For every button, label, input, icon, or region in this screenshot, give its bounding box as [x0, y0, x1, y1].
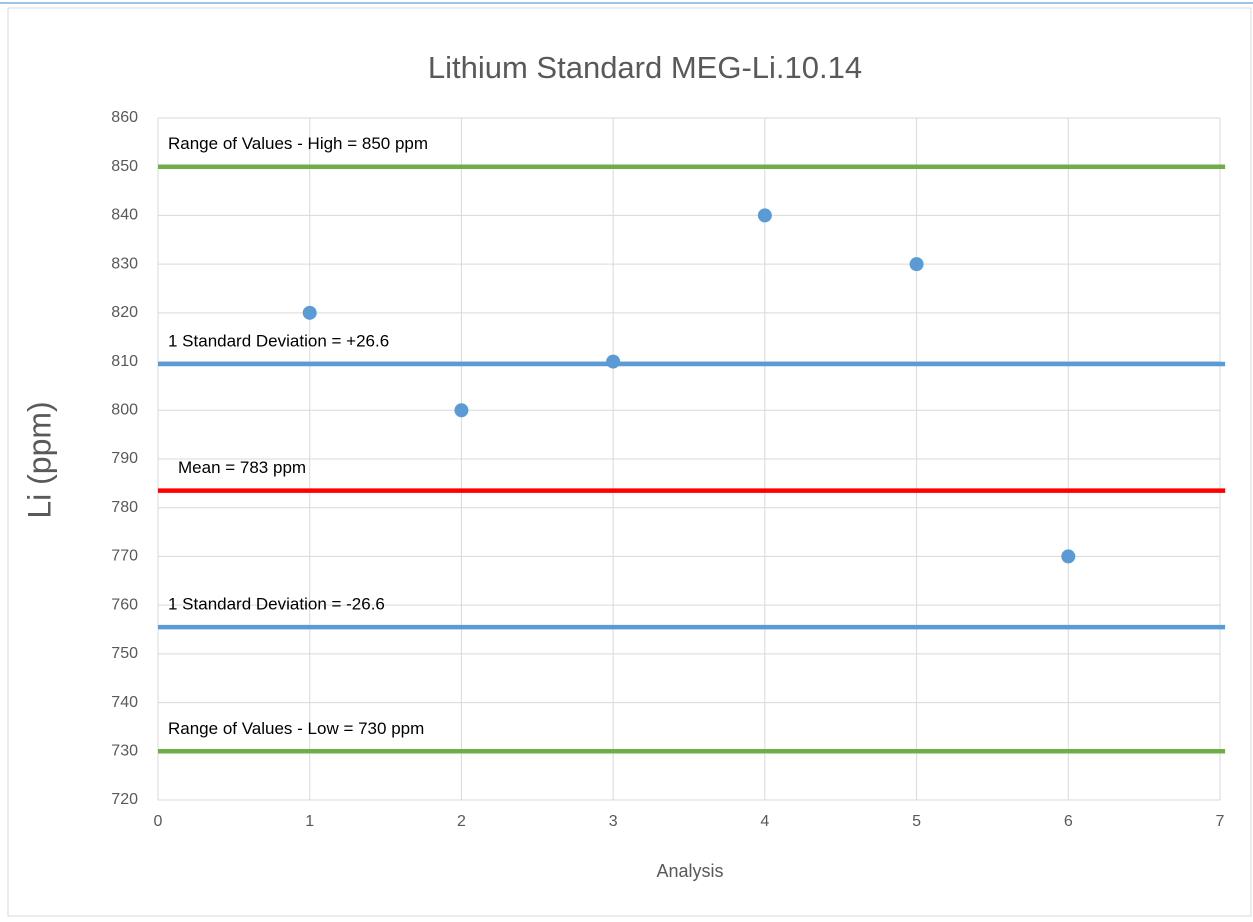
- point: [909, 257, 924, 272]
- x-tick-label: 0: [154, 813, 163, 830]
- y-tick-label: 760: [111, 596, 138, 613]
- reference-label: 1 Standard Deviation = +26.6: [168, 331, 389, 350]
- y-tick-label: 790: [111, 450, 138, 467]
- reference-label: Mean = 783 ppm: [178, 458, 306, 477]
- chart-frame: [7, 7, 1252, 917]
- chart-title: Lithium Standard MEG-Li.10.14: [428, 50, 862, 85]
- y-tick-label: 830: [111, 255, 138, 272]
- y-tick-label: 740: [111, 694, 138, 711]
- point: [606, 354, 621, 369]
- point: [757, 208, 772, 223]
- y-tick-label: 720: [111, 791, 138, 808]
- y-tick-label: 780: [111, 499, 138, 516]
- y-tick-label: 850: [111, 158, 138, 175]
- point: [1061, 549, 1076, 564]
- x-tick-label: 1: [305, 813, 314, 830]
- x-tick-label: 4: [760, 813, 769, 830]
- x-tick-label: 6: [1064, 813, 1073, 830]
- y-tick-label: 840: [111, 207, 138, 224]
- reference-label: Range of Values - Low = 730 ppm: [168, 719, 424, 738]
- x-tick-label: 5: [912, 813, 921, 830]
- y-tick-label: 860: [111, 109, 138, 126]
- y-tick-label: 730: [111, 743, 138, 760]
- y-tick-label: 810: [111, 353, 138, 370]
- y-tick-label: 750: [111, 645, 138, 662]
- y-tick-label: 820: [111, 304, 138, 321]
- y-axis-label: Li (ppm): [21, 401, 57, 518]
- x-tick-label: 2: [457, 813, 466, 830]
- x-tick-label: 3: [609, 813, 618, 830]
- point: [454, 403, 469, 418]
- x-axis-label: Analysis: [656, 861, 723, 881]
- y-tick-label: 770: [111, 548, 138, 565]
- reference-label: 1 Standard Deviation = -26.6: [168, 595, 385, 614]
- point: [302, 305, 317, 320]
- x-tick-label: 7: [1216, 813, 1225, 830]
- reference-label: Range of Values - High = 850 ppm: [168, 134, 428, 153]
- y-tick-label: 800: [111, 402, 138, 419]
